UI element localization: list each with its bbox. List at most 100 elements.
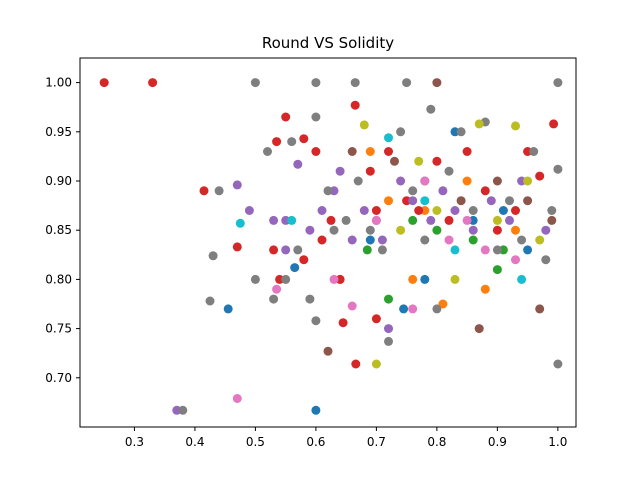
scatter-point [287,215,297,225]
scatter-point [414,206,424,215]
scatter-point [208,251,218,261]
scatter-point [408,186,418,196]
scatter-point [384,294,393,304]
scatter-point [232,242,242,252]
scatter-point [492,176,502,186]
scatter-point [390,156,399,166]
scatter-point [353,176,363,186]
scatter-point [474,324,484,334]
scatter-point [396,225,406,235]
scatter-point [365,225,375,235]
scatter-point [293,245,303,255]
scatter-point [492,245,502,255]
scatter-point [462,176,472,186]
scatter-point [305,225,315,235]
scatter-point [299,255,309,265]
scatter-point [232,394,242,403]
scatter-point [523,245,533,255]
scatter-point [468,225,478,235]
scatter-point [347,235,357,245]
scatter-point [235,218,245,228]
scatter-point [362,245,372,255]
chart-title: Round VS Solidity [262,34,394,52]
scatter-point [420,196,430,206]
scatter-point [498,206,508,215]
scatter-point [438,186,448,196]
scatter-point [250,78,260,88]
scatter-point [371,215,381,225]
scatter-point [511,255,520,265]
scatter-point [517,235,527,245]
plot-frame [79,57,577,428]
x-tick-label: 0.8 [427,435,446,449]
scatter-point [456,196,466,206]
scatter-point [444,166,454,176]
scatter-point [290,263,300,273]
scatter-point [432,206,442,215]
scatter-point [426,104,436,114]
scatter-point [492,215,502,225]
scatter-point [553,164,563,174]
scatter-point [281,245,291,255]
scatter-point [269,294,279,304]
y-tick-label: 0.85 [45,223,72,237]
scatter-point [547,215,557,225]
scatter-point [311,147,321,156]
scatter-point [263,147,272,156]
scatter-point [377,235,387,245]
scatter-point [384,324,393,334]
scatter-point [549,119,559,129]
points-layer [99,78,563,415]
scatter-point [311,78,321,88]
scatter-point [205,296,215,306]
scatter-point [541,225,551,235]
scatter-point [511,206,520,215]
scatter-point [281,112,291,122]
scatter-point [99,78,109,88]
scatter-point [232,180,242,190]
scatter-point [468,206,478,215]
y-tick-label: 0.80 [45,272,72,286]
scatter-point [244,206,254,215]
scatter-point [438,299,448,309]
scatter-point [384,196,393,206]
scatter-point [408,274,418,284]
scatter-point [505,196,514,206]
scatter-point [359,120,369,130]
scatter-point [408,215,418,225]
scatter-point [399,304,409,314]
scatter-point [329,274,339,284]
scatter-point [420,235,430,245]
scatter-point [505,215,514,225]
scatter-point [311,316,321,326]
scatter-point [420,274,430,284]
scatter-point [402,78,412,88]
scatter-point [480,186,490,196]
scatter-point [347,301,357,311]
scatter-point [338,318,348,328]
scatter-point [323,186,333,196]
scatter-point [347,147,357,156]
scatter-point [468,235,478,245]
scatter-point [178,405,188,415]
scatter-point [492,265,502,275]
scatter-point [450,245,460,255]
scatter-point [426,215,436,225]
y-tick-label: 0.95 [45,125,72,139]
y-tick-label: 0.90 [45,174,72,188]
scatter-point [408,304,418,314]
scatter-point [396,127,406,137]
scatter-point [456,127,466,137]
x-tick-label: 0.5 [246,435,265,449]
scatter-point [351,359,361,369]
scatter-point [480,284,490,294]
y-tick-label: 0.70 [45,371,72,385]
x-tick-label: 1.0 [548,435,567,449]
scatter-point [148,78,158,88]
scatter-point [462,147,472,156]
scatter-point [432,304,442,314]
y-tick-label: 1.00 [45,76,72,90]
scatter-point [359,206,369,215]
scatter-point [199,186,209,196]
scatter-point [293,159,303,169]
